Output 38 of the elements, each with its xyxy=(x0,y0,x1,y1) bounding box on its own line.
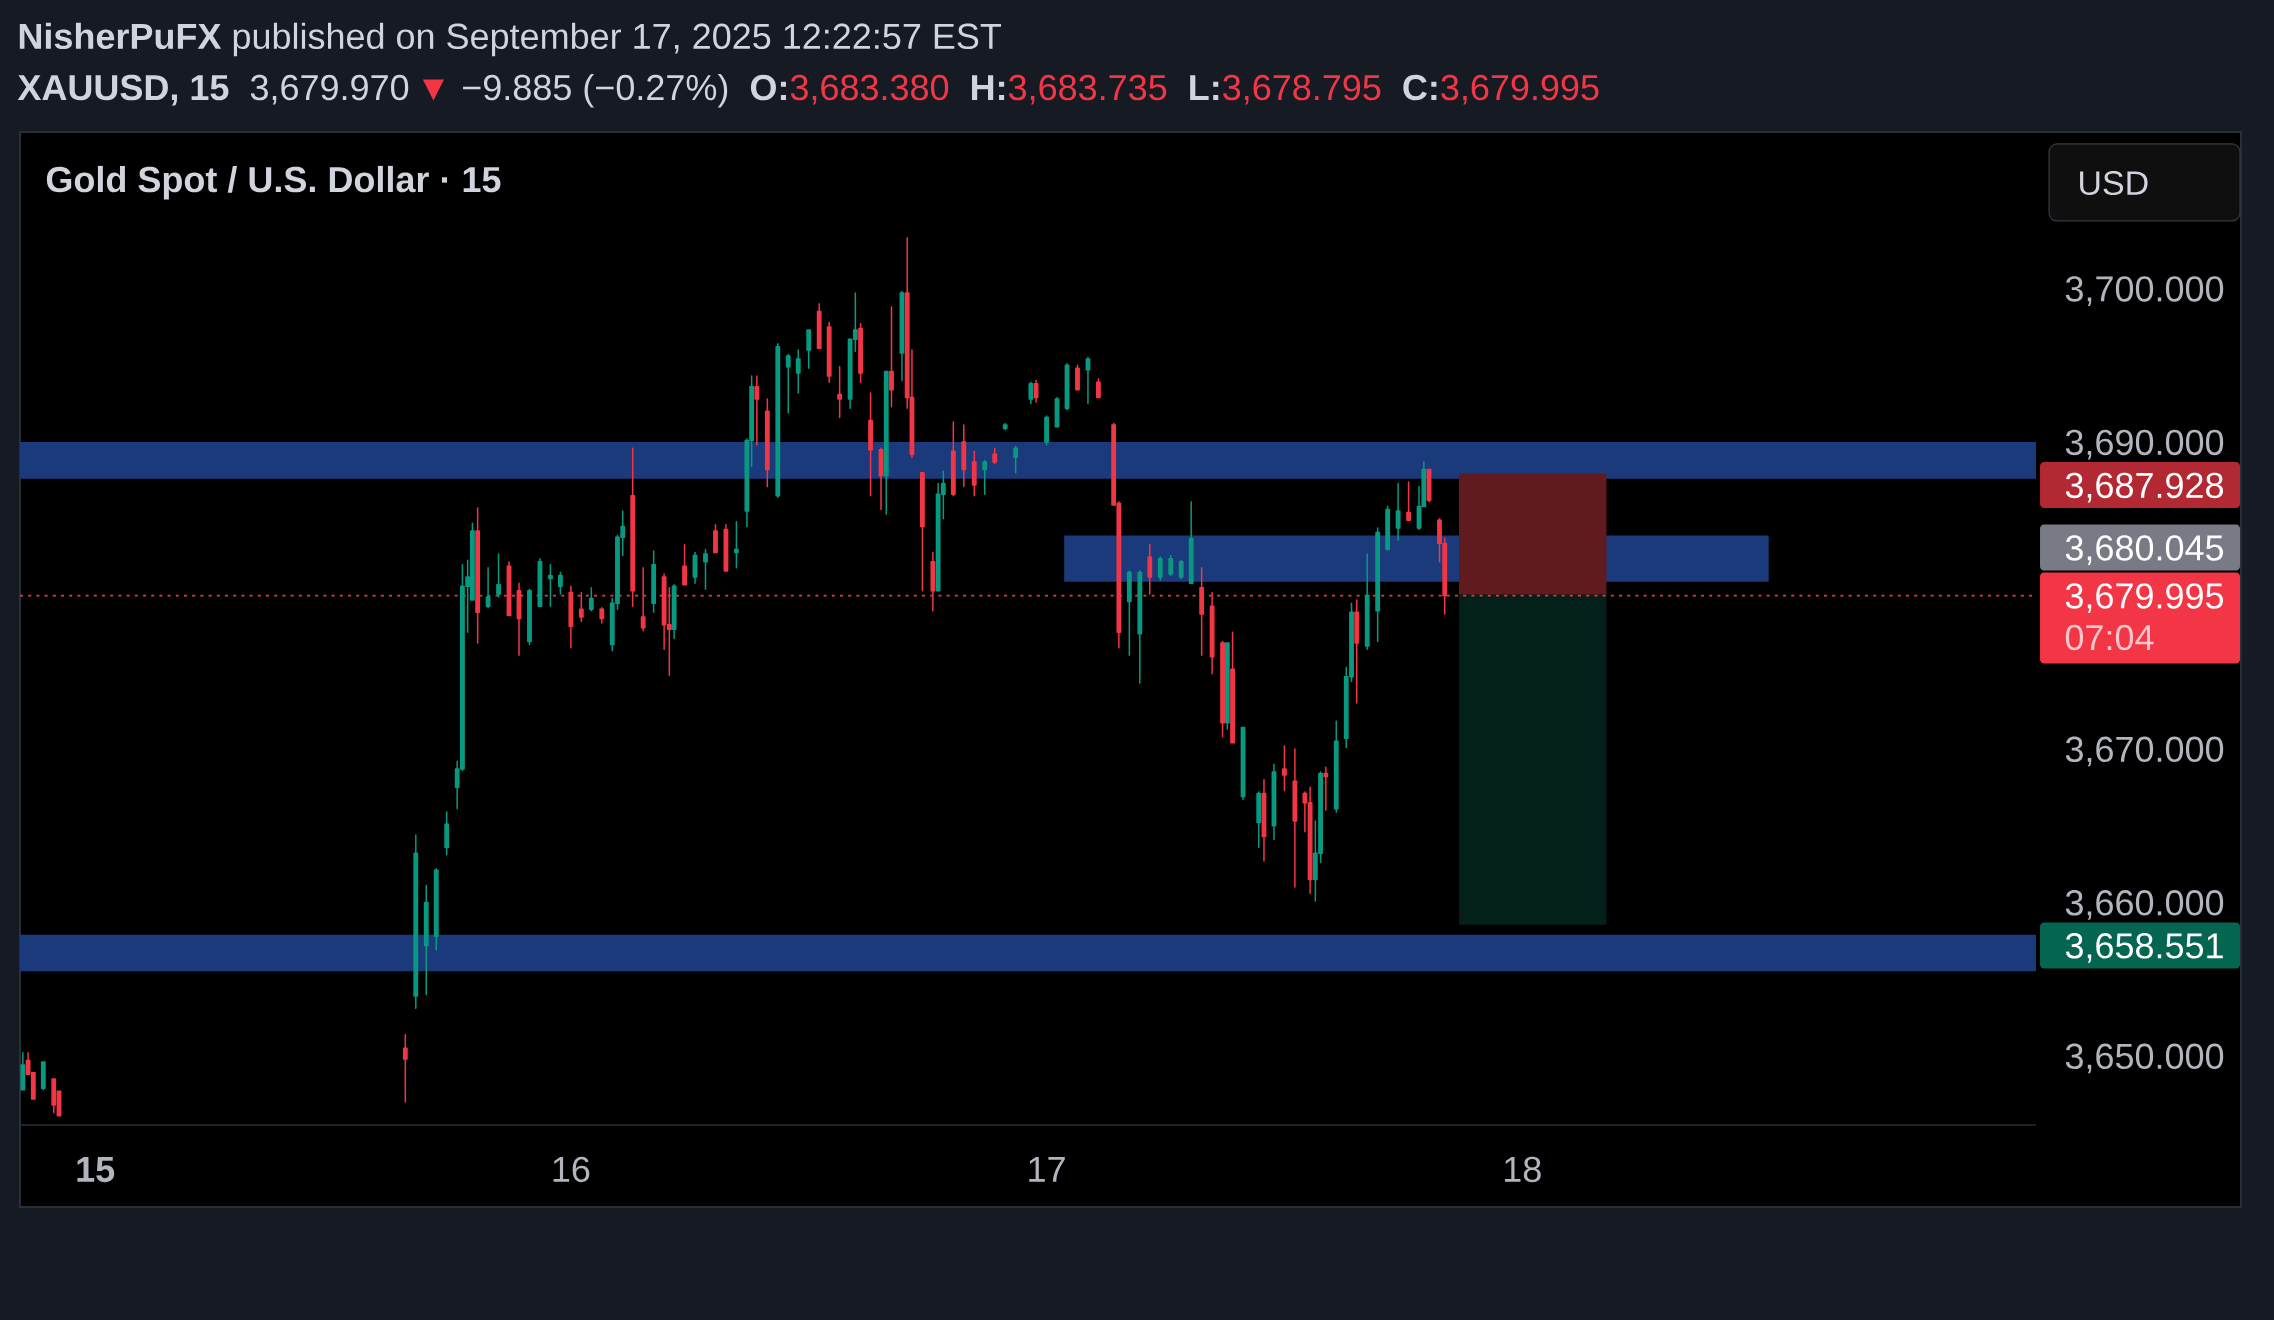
text: XAUUSD, 15 xyxy=(17,74,229,106)
candlestick xyxy=(1292,748,1298,888)
x-tick-label: 16 xyxy=(553,1156,590,1183)
x-tick-label: 18 xyxy=(1504,1156,1541,1183)
text: 3,687.928 xyxy=(2065,472,2224,503)
text: ▼ xyxy=(422,79,444,101)
y-tick-label: 3,660.000 xyxy=(2065,890,2224,920)
y-tick-label: 3,670.000 xyxy=(2065,736,2224,767)
candlestick xyxy=(1002,422,1008,431)
x-tick-label: 15 xyxy=(77,1157,115,1183)
text: USD xyxy=(2080,171,2148,196)
text: C: xyxy=(1403,74,1437,101)
text: 3,679.970 xyxy=(250,74,409,105)
candlestick xyxy=(1395,482,1401,541)
y-tick-label: 3,650.000 xyxy=(2065,1043,2224,1074)
text: L: xyxy=(1190,75,1219,100)
candlestick xyxy=(961,424,967,488)
chart-title: NisherPuFX published on September 17, 2025 12:22:57 EST xyxy=(19,22,1002,57)
text: −9.885 (−0.27%) xyxy=(463,73,728,108)
candlestick xyxy=(1323,766,1329,812)
ref-line-label: 3,679.995 xyxy=(2065,583,2224,613)
text: O: xyxy=(750,74,786,101)
candlestick xyxy=(1147,544,1153,595)
text: 3,658.551 xyxy=(2065,933,2223,963)
text: 3,683.735 xyxy=(1008,74,1167,105)
text: 3,680.045 xyxy=(2065,535,2224,565)
candlestick xyxy=(754,375,760,446)
text: 07:04 xyxy=(2065,624,2154,651)
candlestick xyxy=(485,567,491,609)
text: Gold Spot / U.S. Dollar · 15 xyxy=(46,165,501,200)
text: 3,678.795 xyxy=(1223,74,1381,105)
text: H: xyxy=(972,75,1005,100)
y-tick-label: 3,700.000 xyxy=(2065,276,2224,306)
y-tick-label: 3,690.000 xyxy=(2065,429,2224,460)
x-tick-label: 17 xyxy=(1029,1157,1065,1182)
text: 3,683.380 xyxy=(790,74,949,105)
candlestick xyxy=(1085,356,1091,405)
text: 3,679.995 xyxy=(1441,74,1599,105)
